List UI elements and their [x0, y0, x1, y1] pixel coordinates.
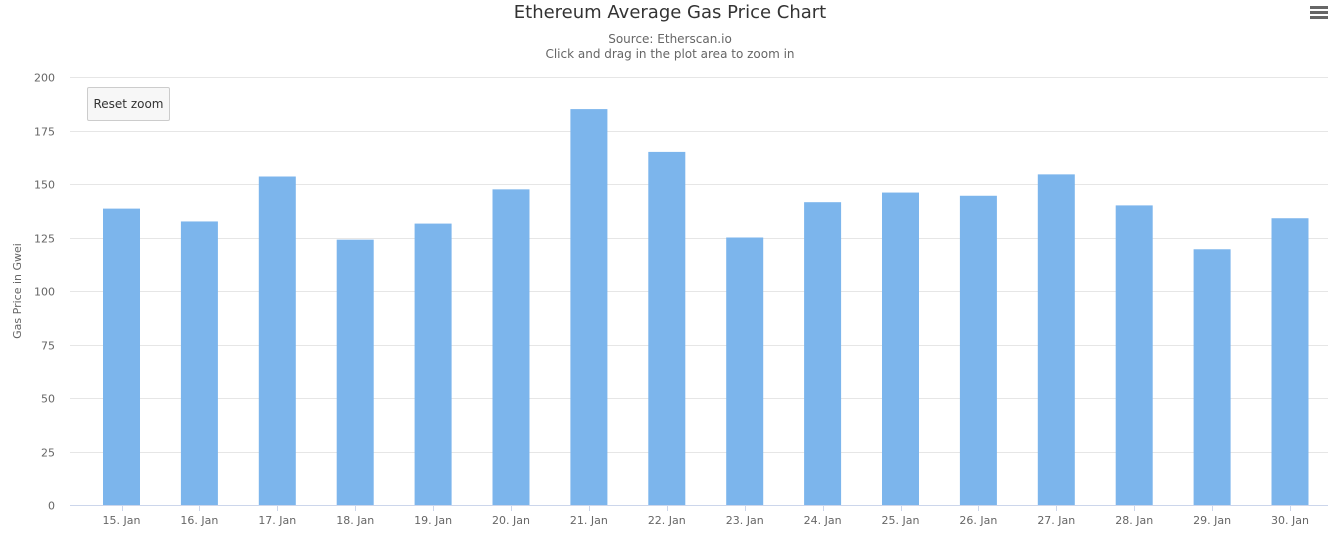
x-tick-label: 19. Jan — [414, 514, 452, 527]
bar-22-jan[interactable] — [648, 151, 686, 505]
chart-subtitle-source: Source: Etherscan.io — [608, 32, 732, 46]
bar-20-jan[interactable] — [492, 189, 530, 505]
bar-17-jan[interactable] — [258, 176, 296, 505]
y-tick-label: 50 — [41, 393, 55, 406]
x-tick-label: 22. Jan — [648, 514, 686, 527]
x-tick-label: 21. Jan — [570, 514, 608, 527]
bar-18-jan[interactable] — [336, 239, 374, 505]
bar-24-jan[interactable] — [804, 202, 842, 505]
y-tick-label: 100 — [34, 286, 55, 299]
x-tick-label: 18. Jan — [336, 514, 374, 527]
chart-title: Ethereum Average Gas Price Chart — [513, 2, 827, 23]
x-tick-label: 25. Jan — [882, 514, 920, 527]
bar-16-jan[interactable] — [180, 221, 218, 505]
x-tick-label: 28. Jan — [1115, 514, 1153, 527]
bar-25-jan[interactable] — [882, 192, 919, 505]
bar-28-jan[interactable] — [1115, 205, 1153, 505]
x-tick-label: 29. Jan — [1193, 514, 1231, 527]
y-tick-label: 150 — [34, 179, 55, 192]
x-tick-label: 16. Jan — [180, 514, 218, 527]
bar-21-jan[interactable] — [570, 109, 608, 505]
x-tick-label: 23. Jan — [726, 514, 764, 527]
y-tick-label: 0 — [48, 500, 55, 513]
chart-subtitle-hint: Click and drag in the plot area to zoom … — [545, 47, 795, 61]
x-tick-label: 17. Jan — [258, 514, 296, 527]
y-tick-label: 25 — [41, 447, 55, 460]
bar-19-jan[interactable] — [414, 223, 452, 505]
y-tick-label: 175 — [34, 126, 55, 139]
x-tick-label: 15. Jan — [103, 514, 141, 527]
y-tick-label: 125 — [34, 233, 55, 246]
x-tick-label: 24. Jan — [804, 514, 842, 527]
y-tick-label: 75 — [41, 340, 55, 353]
y-tick-label: 200 — [34, 72, 55, 85]
x-tick-label: 27. Jan — [1037, 514, 1075, 527]
hamburger-menu-icon[interactable] — [1310, 4, 1328, 22]
bar-30-jan[interactable] — [1271, 218, 1309, 506]
bar-29-jan[interactable] — [1193, 249, 1231, 505]
reset-zoom-button[interactable]: Reset zoom — [87, 87, 170, 121]
x-tick-label: 20. Jan — [492, 514, 530, 527]
bar-26-jan[interactable] — [959, 195, 997, 505]
bar-27-jan[interactable] — [1037, 174, 1075, 505]
x-tick-label: 30. Jan — [1271, 514, 1309, 527]
bar-23-jan[interactable] — [726, 237, 764, 506]
bar-15-jan[interactable] — [103, 208, 140, 506]
y-axis-title: Gas Price in Gwei — [11, 243, 24, 339]
x-tick-label: 26. Jan — [959, 514, 997, 527]
